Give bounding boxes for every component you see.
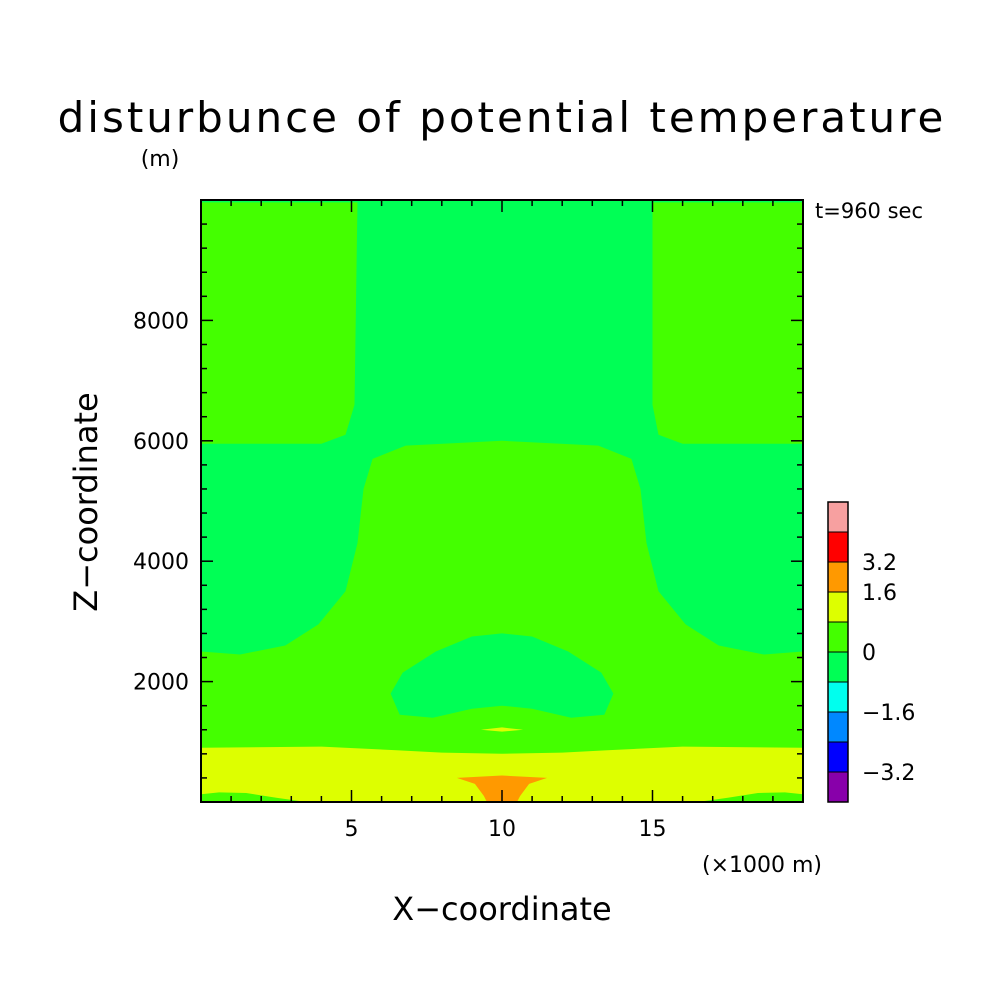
x-tick-label: 10 [488,817,516,842]
contour-region-surface-strip-left [201,792,307,802]
x-axis-title: X−coordinate [392,890,611,928]
y-tick-label: 6000 [133,430,189,455]
axes: 5 10 15 2000 4000 6000 8000 [133,199,804,842]
colorbar-swatch [827,711,849,743]
colorbar-swatch [827,591,849,623]
plot-area [201,200,803,802]
y-tick-label: 8000 [133,309,189,334]
colorbar-label: 3.2 [862,551,897,576]
colorbar-label: 1.6 [862,581,897,606]
y-tick-label: 2000 [133,671,189,696]
y-unit-label: (m) [141,147,180,172]
contour-region-warm-surface-layer [201,746,803,802]
contour-region-core-region [201,200,803,655]
colorbar-swatch [827,561,849,593]
contour-region-hot-plume [456,775,548,802]
contour-region-thin-warm-streak [480,727,524,732]
colorbar-swatch [827,621,849,653]
colorbar-label: 0 [862,641,876,666]
contour-region-surface-strip-right [697,792,803,802]
x-tick-label: 15 [639,817,667,842]
colorbar-swatch [827,771,849,803]
x-unit-label: (×1000 m) [702,853,822,878]
contour-region-low-cell-region [390,633,614,718]
colorbar-swatch [827,741,849,773]
colorbar-label: −1.6 [862,701,915,726]
colorbar-frame [827,501,849,803]
y-axis-title: Z−coordinate [67,392,105,611]
colorbar-swatch [827,681,849,713]
chart-title: disturbunce of potential temperature [58,93,947,142]
time-annotation: t=960 sec [815,199,923,223]
colorbar-swatch [827,501,849,533]
colorbar-swatch [827,651,849,683]
x-tick-label: 5 [345,817,359,842]
colorbar: 3.2 1.6 0 −1.6 −3.2 [827,501,915,803]
colorbar-label: −3.2 [862,761,915,786]
y-tick-label: 4000 [133,550,189,575]
colorbar-swatch [827,531,849,563]
